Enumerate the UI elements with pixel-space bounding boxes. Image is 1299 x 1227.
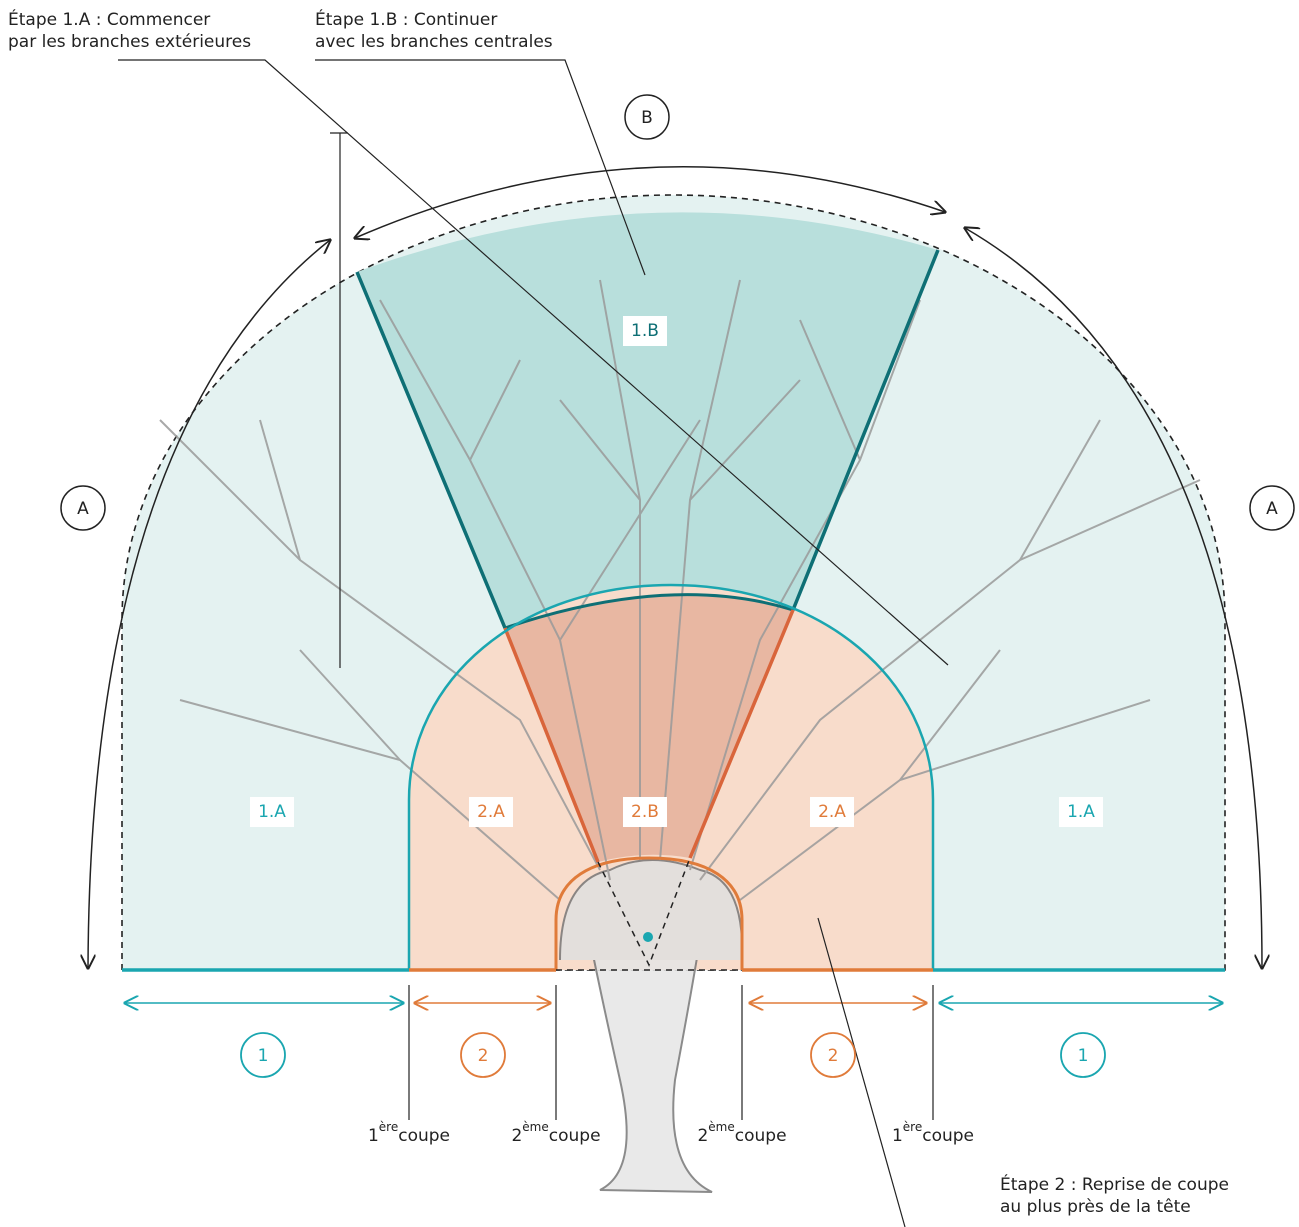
annotation: Étape 2 : Reprise de coupe: [1000, 1173, 1229, 1195]
cut-sup: ère: [379, 1120, 398, 1134]
annotation: par les branches extérieures: [8, 32, 251, 52]
marker-label: A: [1266, 499, 1278, 519]
cut-label: 2èmecoupe: [697, 1120, 786, 1147]
zone-label: 2.A: [477, 802, 505, 822]
cut-label: 2èmecoupe: [511, 1120, 600, 1147]
marker-label: A: [77, 499, 89, 519]
cut-label: 1èrecoupe: [368, 1120, 450, 1147]
cut-word: coupe: [398, 1126, 450, 1146]
cut-label: 1èrecoupe: [892, 1120, 974, 1147]
zone-label: 1.A: [1067, 802, 1095, 822]
annotation: Étape 1.B : Continuer: [315, 8, 497, 30]
step-label: 1: [1078, 1046, 1089, 1066]
zone-label: 1.B: [631, 321, 659, 341]
step-label: 2: [828, 1046, 839, 1066]
annotation: Étape 1.A : Commencer: [8, 8, 210, 30]
zone-label: 2.A: [818, 802, 846, 822]
step-label: 1: [258, 1046, 269, 1066]
cut-number: 2: [697, 1126, 708, 1146]
annotation: au plus près de la tête: [1000, 1197, 1191, 1217]
cut-sup: ère: [903, 1120, 922, 1134]
cut-word: coupe: [922, 1126, 974, 1146]
step-label: 2: [478, 1046, 489, 1066]
zone-label: 2.B: [631, 802, 659, 822]
annotation: avec les branches centrales: [315, 32, 553, 52]
cut-number: 1: [892, 1126, 903, 1146]
cut-sup: ème: [522, 1120, 548, 1134]
zone-label: 1.A: [258, 802, 286, 822]
cut-sup: ème: [708, 1120, 734, 1134]
zones: [122, 195, 1225, 970]
cut-number: 2: [511, 1126, 522, 1146]
marker-label: B: [641, 108, 653, 128]
cut-number: 1: [368, 1126, 379, 1146]
cut-word: coupe: [549, 1126, 601, 1146]
cut-word: coupe: [735, 1126, 787, 1146]
diagram: Étape 1.A : Commencerpar les branches ex…: [0, 0, 1299, 1227]
